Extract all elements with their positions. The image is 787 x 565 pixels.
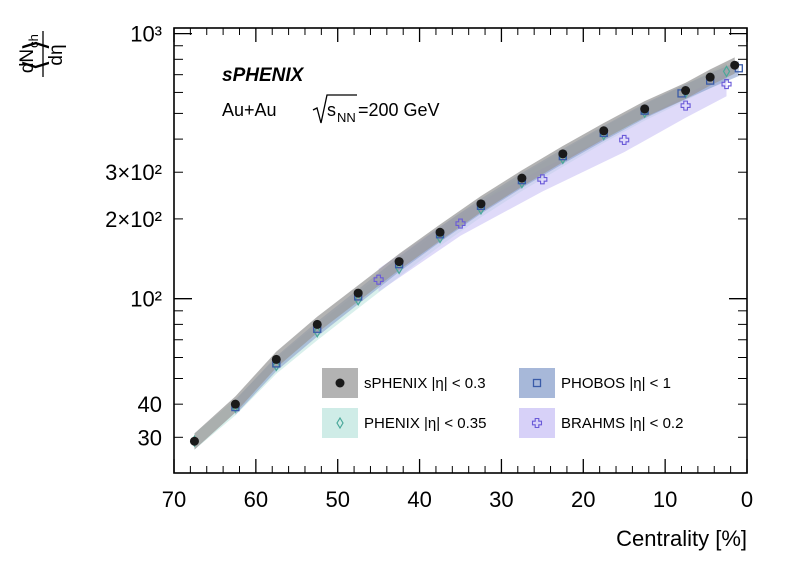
x-tick-label: 20 [571, 487, 595, 512]
legend-swatch [519, 368, 555, 398]
x-tick-label: 0 [741, 487, 753, 512]
y-axis-denominator: dη [46, 44, 67, 65]
point-diamond-13 [722, 65, 731, 78]
legend-swatch [322, 408, 358, 438]
point-cross-4 [680, 100, 691, 111]
legend-label: sPHENIX |η| < 0.3 [364, 375, 486, 392]
point-cross-0 [373, 274, 384, 285]
y-axis-numerator-sub: ch [26, 34, 41, 48]
x-tick-label: 70 [162, 487, 186, 512]
legend-marker [336, 416, 344, 430]
point-circle-2 [271, 354, 281, 364]
point-circle-10 [599, 126, 609, 136]
legend-entry-3: BRAHMS |η| < 0.2 [519, 408, 683, 438]
y-tick-label: 3×10² [105, 160, 162, 185]
x-tick-label: 30 [489, 487, 513, 512]
point-circle-4 [353, 288, 363, 298]
point-circle-9 [558, 149, 568, 159]
legend-swatch [519, 408, 555, 438]
plot-frame [173, 27, 748, 474]
legend-label: PHOBOS |η| < 1 [561, 375, 671, 392]
energy-prefix: s [327, 100, 336, 120]
energy-value: =200 GeV [358, 100, 440, 120]
y-axis-numerator: dN [17, 49, 38, 73]
point-circle-0 [189, 436, 199, 446]
y-tick-label: 10³ [130, 22, 162, 47]
legend: sPHENIX |η| < 0.3 PHOBOS |η| < 1 PHENIX |η… [322, 368, 683, 438]
point-circle-5 [394, 257, 404, 267]
point-circle-13 [705, 72, 715, 82]
y-tick-label: 2×10² [105, 207, 162, 232]
point-circle-6 [435, 227, 445, 237]
y-tick-label: 10² [130, 287, 162, 312]
point-diamond-3 [313, 325, 321, 338]
point-cross-5 [721, 79, 732, 90]
legend-entry-1: PHOBOS |η| < 1 [519, 368, 671, 398]
point-cross-2 [537, 174, 548, 185]
energy-subscript: NN [337, 110, 356, 125]
collision-system-label: Au+Au [222, 100, 277, 120]
point-circle-8 [517, 173, 527, 183]
point-circle-1 [230, 399, 240, 409]
axes-ticks [173, 28, 748, 473]
legend-entry-0: sPHENIX |η| < 0.3 [322, 368, 486, 398]
point-cross-3 [619, 134, 630, 146]
y-tick-label: 30 [138, 425, 162, 450]
legend-entry-2: PHENIX |η| < 0.35 [322, 408, 486, 438]
point-diamond-5 [395, 262, 403, 275]
tick-labels: 70 60 50 40 30 20 10 0 30 40 10² 2×10² 3×10² 10³ [105, 22, 753, 512]
x-tick-label: 10 [653, 487, 677, 512]
data-markers [189, 60, 743, 448]
point-circle-3 [312, 319, 322, 329]
y-axis-title: ⟨ ⟩ dN ch dη [17, 31, 67, 77]
legend-marker [532, 378, 542, 388]
y-axis-bracket: ⟨ ⟩ [19, 39, 52, 71]
point-cross-1 [455, 218, 466, 229]
point-circle-14 [730, 60, 740, 70]
point-circle-11 [640, 104, 650, 114]
point-circle-7 [476, 199, 486, 209]
x-tick-label: 40 [407, 487, 431, 512]
x-tick-label: 60 [244, 487, 268, 512]
legend-label: BRAHMS |η| < 0.2 [561, 415, 683, 432]
x-axis-title: Centrality [%] [616, 526, 747, 551]
legend-label: PHENIX |η| < 0.35 [364, 415, 486, 432]
legend-marker [335, 378, 345, 388]
sqrt-symbol [312, 94, 357, 124]
point-diamond-2 [272, 359, 281, 372]
energy-label: s NN =200 GeV [312, 94, 440, 125]
x-tick-label: 50 [325, 487, 349, 512]
point-circle-12 [681, 86, 691, 96]
legend-marker [531, 417, 543, 429]
band-series-3 [378, 73, 727, 292]
point-diamond-4 [354, 293, 362, 307]
y-tick-label: 40 [138, 392, 162, 417]
brand-label: sPHENIX [222, 65, 305, 86]
